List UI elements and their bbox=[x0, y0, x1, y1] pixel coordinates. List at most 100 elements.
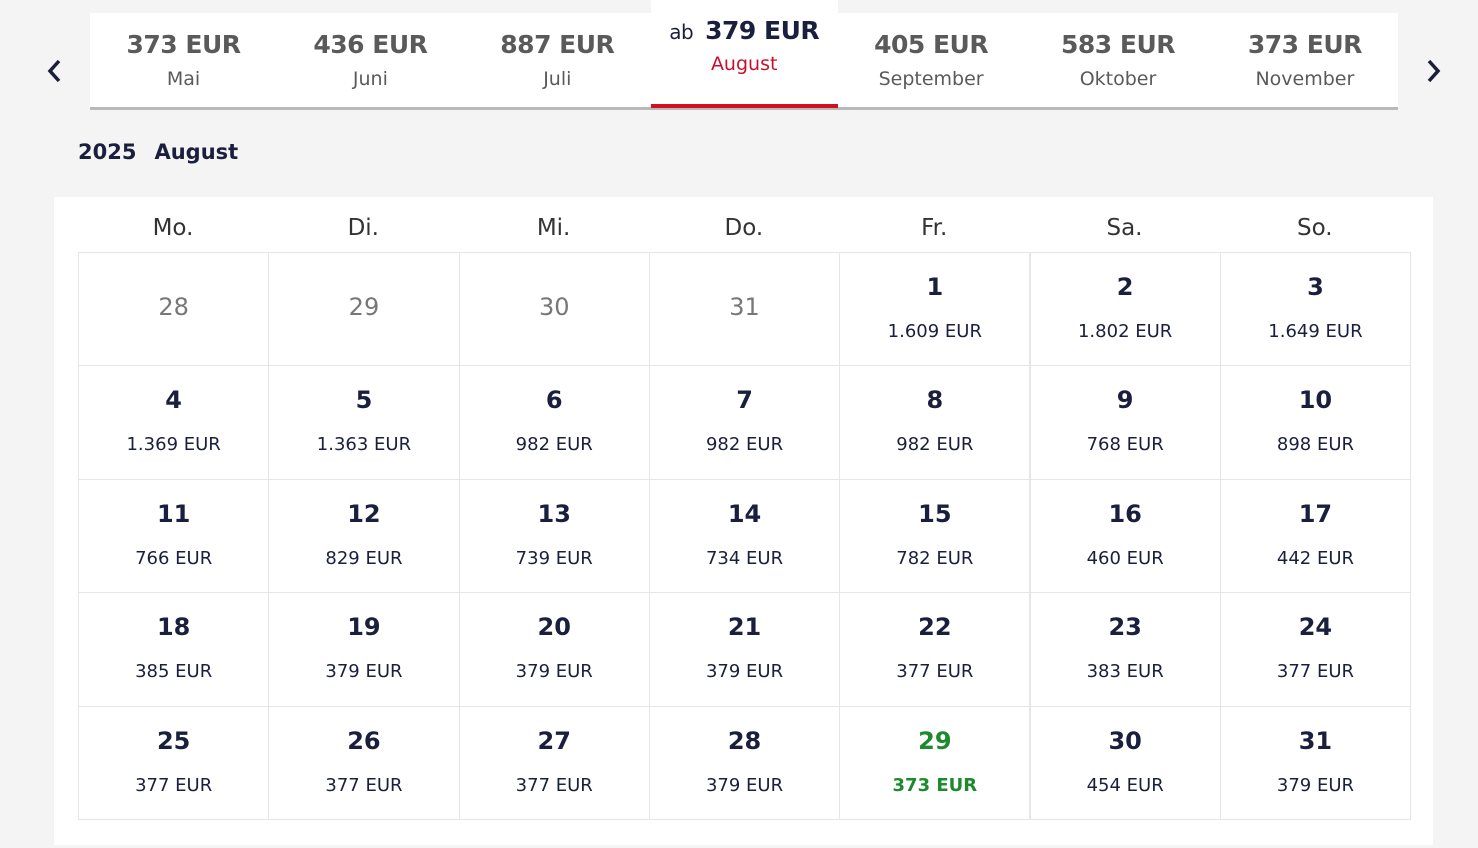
day-cell[interactable]: 18 385 EUR bbox=[78, 592, 270, 707]
day-number: 8 bbox=[926, 386, 944, 415]
day-number: 20 bbox=[537, 613, 571, 642]
day-cell[interactable]: 17 442 EUR bbox=[1219, 478, 1412, 594]
month: August bbox=[154, 140, 239, 164]
next-arrow[interactable] bbox=[1422, 58, 1444, 84]
day-cell[interactable]: 23 383 EUR bbox=[1029, 592, 1221, 707]
tab-price: 436 EUR bbox=[313, 30, 428, 59]
tab-month: Juli bbox=[543, 68, 572, 90]
day-cell[interactable]: 6 982 EUR bbox=[458, 365, 650, 480]
day-price: 1.369 EUR bbox=[126, 434, 221, 456]
month-tab[interactable]: 373 EUR Mai bbox=[90, 13, 277, 107]
prev-arrow[interactable] bbox=[44, 58, 66, 84]
day-price: 982 EUR bbox=[705, 434, 784, 456]
month-tab[interactable]: 436 EUR Juni bbox=[277, 13, 464, 107]
day-cell[interactable]: 16 460 EUR bbox=[1029, 478, 1221, 594]
day-cell[interactable]: 21 379 EUR bbox=[648, 592, 841, 707]
day-price: 1.649 EUR bbox=[1268, 321, 1363, 342]
month-heading: 2025 August bbox=[78, 140, 238, 164]
tab-price-line: 436 EUR bbox=[277, 30, 464, 59]
month-tab[interactable]: ab 379 EUR August bbox=[650, 0, 838, 108]
day-cell[interactable]: 1 1.609 EUR bbox=[839, 252, 1031, 367]
weekday-label: Mo. bbox=[152, 215, 194, 241]
day-price: 379 EUR bbox=[705, 774, 784, 796]
tab-price: 379 EUR bbox=[705, 16, 820, 45]
day-cell[interactable]: 27 377 EUR bbox=[458, 705, 650, 820]
day-number: 12 bbox=[347, 499, 381, 528]
tab-month: August bbox=[710, 53, 778, 75]
day-price: 1.802 EUR bbox=[1077, 321, 1173, 342]
day-number: 16 bbox=[1108, 499, 1142, 528]
day-price: 379 EUR bbox=[325, 661, 403, 683]
day-number: 14 bbox=[727, 499, 762, 528]
day-cell[interactable]: 2 1.802 EUR bbox=[1029, 252, 1221, 367]
month-tab[interactable]: 373 EUR November bbox=[1211, 13, 1398, 107]
day-price: 377 EUR bbox=[515, 774, 593, 796]
day-price: 383 EUR bbox=[1086, 661, 1164, 683]
day-price: 829 EUR bbox=[325, 547, 403, 569]
day-number: 19 bbox=[347, 613, 381, 642]
day-cell: 28 bbox=[78, 252, 270, 367]
month-tab[interactable]: 583 EUR Oktober bbox=[1025, 13, 1212, 107]
day-number: 30 bbox=[538, 293, 570, 321]
day-cell[interactable]: 12 829 EUR bbox=[268, 478, 460, 594]
tab-price: 373 EUR bbox=[126, 30, 241, 59]
day-cell: 30 bbox=[458, 252, 650, 367]
day-number: 11 bbox=[156, 499, 191, 528]
day-price: 377 EUR bbox=[325, 774, 403, 796]
day-cell[interactable]: 24 377 EUR bbox=[1219, 592, 1412, 707]
day-number: 15 bbox=[918, 499, 952, 528]
day-cell[interactable]: 29 373 EUR bbox=[839, 705, 1031, 820]
weekday-label: So. bbox=[1297, 215, 1333, 241]
day-cell[interactable]: 3 1.649 EUR bbox=[1219, 252, 1412, 367]
day-number: 5 bbox=[355, 386, 373, 415]
day-cell[interactable]: 20 379 EUR bbox=[458, 592, 650, 707]
day-number: 31 bbox=[1298, 726, 1333, 755]
day-cell[interactable]: 13 739 EUR bbox=[458, 478, 650, 594]
day-cell[interactable]: 25 377 EUR bbox=[78, 705, 270, 820]
day-cell[interactable]: 26 377 EUR bbox=[268, 705, 460, 820]
day-cell[interactable]: 19 379 EUR bbox=[268, 592, 460, 707]
day-cell[interactable]: 4 1.369 EUR bbox=[78, 365, 270, 480]
day-number: 22 bbox=[918, 613, 952, 642]
day-number: 31 bbox=[729, 293, 760, 321]
year: 2025 bbox=[78, 140, 137, 164]
day-price: 379 EUR bbox=[515, 661, 593, 683]
day-price: 454 EUR bbox=[1086, 774, 1164, 796]
day-price: 739 EUR bbox=[515, 547, 593, 569]
day-cell[interactable]: 22 377 EUR bbox=[839, 592, 1031, 707]
month-tab[interactable]: 887 EUR Juli bbox=[464, 13, 651, 107]
day-cell[interactable]: 11 766 EUR bbox=[78, 478, 270, 594]
day-number: 10 bbox=[1298, 386, 1333, 415]
tab-price-line: 583 EUR bbox=[1025, 30, 1212, 59]
day-number: 6 bbox=[545, 386, 563, 415]
day-price: 982 EUR bbox=[515, 434, 593, 456]
day-number: 7 bbox=[736, 386, 753, 415]
tab-price-line: 887 EUR bbox=[464, 30, 651, 59]
day-cell[interactable]: 7 982 EUR bbox=[648, 365, 841, 480]
weekday-label: Do. bbox=[724, 215, 764, 241]
day-price: 898 EUR bbox=[1276, 434, 1355, 456]
day-cell[interactable]: 10 898 EUR bbox=[1219, 365, 1412, 480]
day-cell[interactable]: 14 734 EUR bbox=[648, 478, 841, 594]
day-price: 377 EUR bbox=[896, 661, 974, 683]
weekday-label: Fr. bbox=[921, 215, 948, 241]
day-number: 27 bbox=[537, 726, 571, 755]
day-number: 2 bbox=[1116, 273, 1134, 301]
day-number: 26 bbox=[347, 726, 381, 755]
day-cell[interactable]: 31 379 EUR bbox=[1219, 705, 1412, 820]
day-cell[interactable]: 8 982 EUR bbox=[839, 365, 1031, 480]
tab-price: 583 EUR bbox=[1060, 30, 1176, 59]
day-cell[interactable]: 30 454 EUR bbox=[1029, 705, 1221, 820]
tab-month: September bbox=[878, 68, 984, 90]
calendar-panel bbox=[54, 197, 1433, 845]
day-cell[interactable]: 28 379 EUR bbox=[648, 705, 841, 820]
day-cell[interactable]: 5 1.363 EUR bbox=[268, 365, 460, 480]
day-price: 373 EUR bbox=[892, 774, 978, 796]
day-price: 377 EUR bbox=[1276, 661, 1355, 683]
day-price: 982 EUR bbox=[896, 434, 974, 456]
month-tab[interactable]: 405 EUR September bbox=[838, 13, 1025, 107]
day-number: 28 bbox=[158, 293, 189, 321]
day-cell[interactable]: 15 782 EUR bbox=[839, 478, 1031, 594]
day-number: 23 bbox=[1108, 613, 1142, 642]
day-cell[interactable]: 9 768 EUR bbox=[1029, 365, 1221, 480]
